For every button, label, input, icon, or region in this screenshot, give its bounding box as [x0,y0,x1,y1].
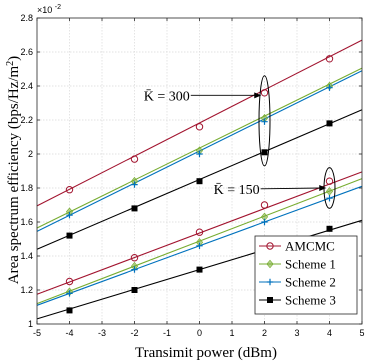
data-point-scheme-2-k150 [131,266,138,273]
y-tick-label: 1.4 [20,251,33,261]
x-tick-label: -4 [65,328,73,338]
data-point-amcmc-k300 [260,89,269,97]
x-tick-label: -2 [130,328,138,338]
y-tick-label: 2 [28,149,33,159]
x-tick-label: 4 [327,328,332,338]
y-tick-label: 1 [28,319,33,329]
x-tick-label: -1 [163,328,171,338]
legend-marker-amcmc [266,242,274,250]
data-point-scheme-3-k150 [326,225,333,232]
legend: AMCMC Scheme 1 Scheme 2 Scheme 3 [254,235,358,315]
annotations: K̄ = 300 K̄ = 150 [144,75,336,209]
data-point-scheme-3-k300 [66,232,73,239]
x-tick-label: -3 [98,328,106,338]
data-point-amcmc-k150 [325,177,334,185]
data-point-amcmc-k300 [65,186,74,194]
y-tick-label: 1.8 [20,183,33,193]
data-point-scheme-2-k150 [196,242,203,249]
axis-ticks: -5 -4 -3 -2 -1 0 1 2 3 4 5 1 1.2 1.4 1.6 1.8 2 2.2 2.4 2.6 2… [20,13,364,338]
data-point-scheme-3-k300 [131,205,138,212]
legend-label-scheme-1: Scheme 1 [285,257,336,272]
data-point-amcmc-k150 [195,228,204,236]
y-exponent-base: ×10 [37,5,52,15]
y-tick-label: 1.2 [20,285,33,295]
y-tick-label: 2.4 [20,81,33,91]
x-tick-label: 2 [262,328,267,338]
data-point-scheme-3-k150 [66,307,73,314]
y-tick-label: 2.8 [20,13,33,23]
legend-label-scheme-2: Scheme 2 [285,275,336,290]
data-point-amcmc-k150 [260,201,269,209]
x-tick-label: 1 [229,328,234,338]
annotation-label-k150: K̄ = 150 [214,182,260,198]
data-point-scheme-2-k300 [326,84,333,91]
legend-label-scheme-3: Scheme 3 [285,293,336,308]
data-point-amcmc-k150 [130,254,139,262]
y-axis-label-main: Area spectrum efficiency (bps/Hz/m [6,65,22,284]
annotation-label-k300: K̄ = 300 [144,89,190,105]
data-point-scheme-3-k150 [131,287,138,293]
data-point-scheme-2-k300 [261,118,268,125]
data-point-amcmc-k300 [325,55,334,63]
data-point-scheme-2-k300 [66,212,73,219]
x-axis-label: Transimit power (dBm) [135,345,277,361]
legend-marker-scheme-1 [266,259,274,269]
y-tick-label: 1.6 [20,217,33,227]
y-exponent-power: -2 [55,4,61,11]
x-tick-label: 0 [197,328,202,338]
data-point-scheme-2-k150 [326,195,333,202]
legend-label-amcmc: AMCMC [285,239,335,254]
data-point-scheme-3-k300 [326,120,333,127]
annotation-arrow-head-k150 [319,185,327,191]
annotation-arrow-head-k300 [254,92,262,99]
data-point-scheme-3-k300 [261,149,268,156]
x-tick-label: 3 [294,328,299,338]
data-point-scheme-3-k300 [196,178,203,185]
annotation-ellipse-k300 [258,75,271,167]
data-point-scheme-2-k300 [196,150,203,158]
data-point-scheme-2-k300 [131,181,138,188]
data-point-scheme-3-k150 [196,266,203,273]
data-point-amcmc-k300 [130,155,139,163]
y-tick-label: 2.2 [20,115,33,125]
y-axis-label: Area spectrum efficiency (bps/Hz/m2) [5,56,22,284]
y-axis-label-close: ) [6,56,22,61]
annotation-arrow-line-k150 [260,187,322,190]
legend-items: AMCMC Scheme 1 Scheme 2 Scheme 3 [259,239,336,308]
y-tick-label: 2.6 [20,47,33,57]
y-exponent-label: ×10 -2 [37,4,61,15]
series-line-amcmc-k300 [36,39,363,207]
data-point-amcmc-k150 [65,277,74,286]
x-tick-label: -5 [33,328,41,338]
series-line-amcmc-k150 [36,171,363,295]
legend-marker-scheme-2 [266,278,274,286]
data-point-amcmc-k300 [195,123,204,131]
y-axis-label-sup: 2 [5,61,16,66]
legend-marker-scheme-3 [267,297,273,303]
x-tick-label: 5 [359,328,364,338]
data-point-scheme-2-k150 [261,218,268,226]
data-point-scheme-2-k150 [66,290,73,297]
